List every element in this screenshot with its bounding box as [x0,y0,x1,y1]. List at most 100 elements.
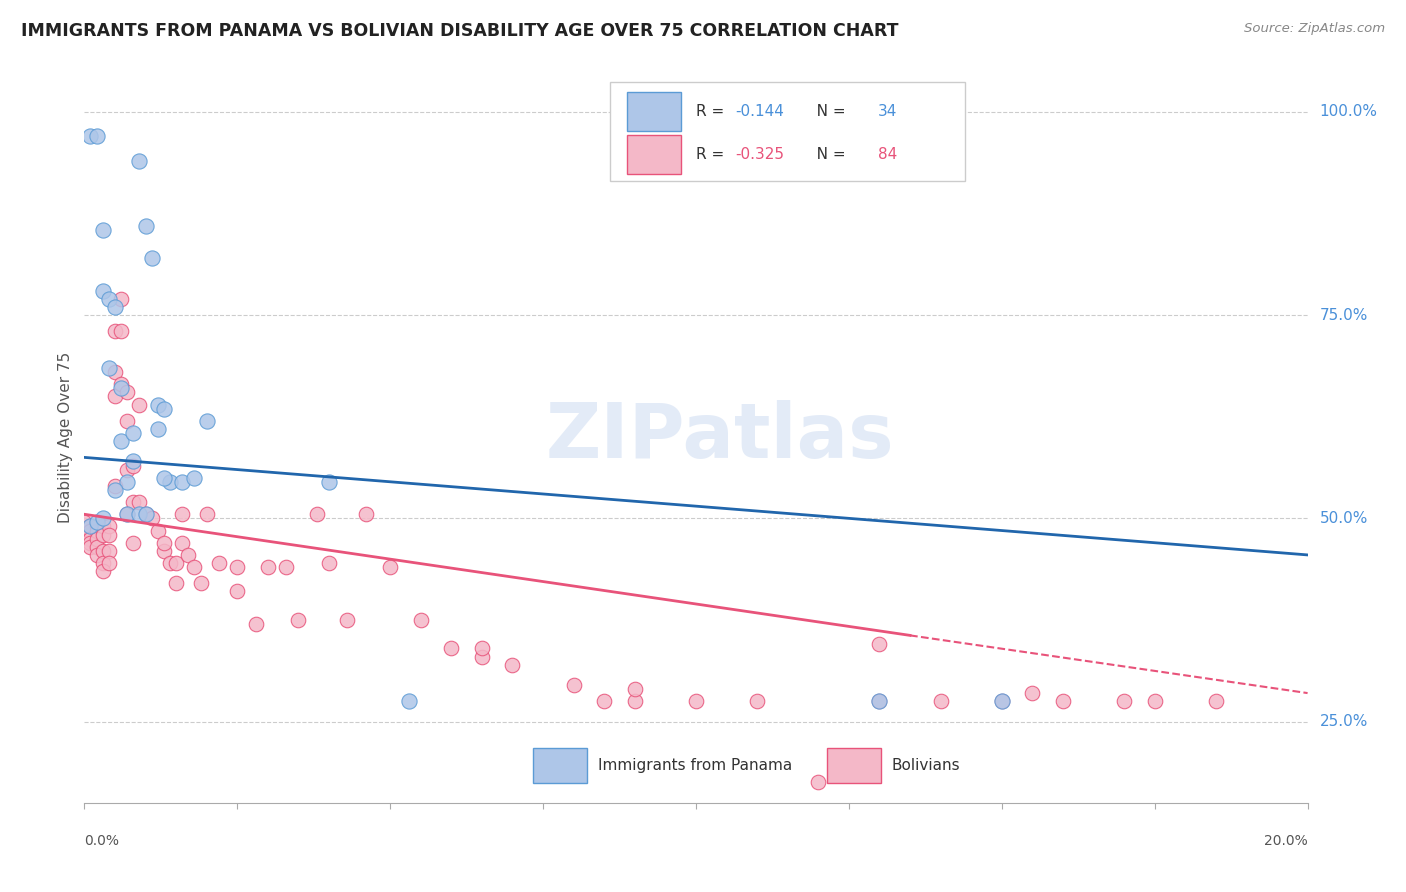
Text: ZIPatlas: ZIPatlas [546,401,894,474]
Point [79,535,101,549]
Point [115,475,138,489]
Point [190,576,212,591]
Point [146,524,169,538]
Point [86,516,108,530]
Point [624,694,647,708]
Point [1143,694,1166,708]
Point [593,694,616,708]
Point [135,219,157,233]
Point [86,129,108,144]
Text: N =: N = [803,147,851,162]
Point [869,694,891,708]
FancyBboxPatch shape [627,92,682,131]
Point [122,495,145,509]
Point [398,694,420,708]
Point [336,613,359,627]
Point [502,657,524,672]
Point [172,508,194,522]
Point [79,524,101,538]
Point [79,540,101,554]
Text: 20.0%: 20.0% [1264,834,1308,848]
Point [91,544,114,558]
Point [318,475,340,489]
Point [122,454,145,468]
Text: 100.0%: 100.0% [1320,104,1378,120]
Point [128,508,150,522]
Text: 34: 34 [879,104,897,120]
FancyBboxPatch shape [627,135,682,174]
Point [153,544,176,558]
Point [226,584,249,599]
Point [146,422,169,436]
Point [110,292,132,306]
Point [135,508,157,522]
Point [747,694,769,708]
Text: Bolivians: Bolivians [891,758,960,773]
Point [869,694,891,708]
Point [104,479,127,493]
Point [86,548,108,562]
Point [79,519,101,533]
Text: 25.0%: 25.0% [1320,714,1368,729]
Point [245,617,267,632]
Point [562,678,585,692]
Point [276,560,298,574]
Point [91,223,114,237]
Point [257,560,280,574]
Point [440,641,463,656]
Point [73,516,96,530]
Point [86,540,108,554]
Text: 50.0%: 50.0% [1320,511,1368,526]
Point [97,544,120,558]
Point [165,576,187,591]
Text: -0.325: -0.325 [735,147,785,162]
Point [153,471,176,485]
Point [172,535,194,549]
Point [318,556,340,570]
Point [128,398,150,412]
Text: Source: ZipAtlas.com: Source: ZipAtlas.com [1244,22,1385,36]
Point [1021,686,1043,700]
Point [115,385,138,400]
Point [1052,694,1074,708]
Text: R =: R = [696,104,730,120]
Point [91,564,114,578]
Point [153,401,176,416]
Point [807,775,830,789]
Point [159,556,181,570]
Point [97,527,120,541]
Point [409,613,432,627]
Point [991,694,1014,708]
Text: N =: N = [803,104,851,120]
Y-axis label: Disability Age Over 75: Disability Age Over 75 [58,351,73,523]
Text: 84: 84 [879,147,897,162]
Point [122,425,145,440]
Point [226,560,249,574]
Point [195,508,218,522]
Point [104,325,127,339]
Point [86,532,108,546]
Point [287,613,309,627]
Point [135,508,157,522]
Point [153,535,176,549]
Point [159,475,181,489]
Text: Immigrants from Panama: Immigrants from Panama [598,758,793,773]
Point [115,414,138,428]
Point [110,377,132,392]
Point [471,641,494,656]
Point [146,398,169,412]
Point [128,495,150,509]
Point [110,434,132,449]
Point [1114,694,1136,708]
Point [110,381,132,395]
Point [91,284,114,298]
Point [685,694,707,708]
Point [110,325,132,339]
Point [128,153,150,168]
Point [354,508,377,522]
Point [91,511,114,525]
Point [991,694,1014,708]
Point [104,483,127,497]
Text: -0.144: -0.144 [735,104,785,120]
Point [869,637,891,651]
